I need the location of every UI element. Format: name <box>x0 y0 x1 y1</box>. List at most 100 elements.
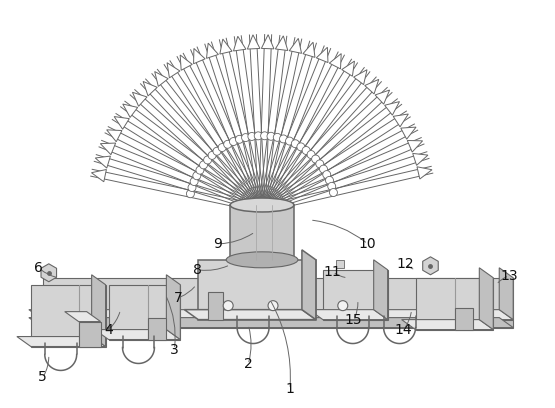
Bar <box>456 308 473 330</box>
Polygon shape <box>480 268 493 330</box>
Polygon shape <box>43 278 513 319</box>
Polygon shape <box>92 275 105 346</box>
Polygon shape <box>17 337 105 346</box>
Polygon shape <box>500 268 513 319</box>
Polygon shape <box>401 127 416 139</box>
Polygon shape <box>417 167 432 179</box>
Polygon shape <box>309 310 387 319</box>
Bar <box>208 292 223 319</box>
Ellipse shape <box>267 132 275 140</box>
Ellipse shape <box>297 143 305 151</box>
Text: 8: 8 <box>193 263 201 277</box>
Polygon shape <box>413 153 428 165</box>
Ellipse shape <box>204 156 211 164</box>
Text: 6: 6 <box>34 261 43 275</box>
Text: 3: 3 <box>170 342 179 357</box>
Text: 5: 5 <box>38 370 47 384</box>
Ellipse shape <box>186 190 194 198</box>
Ellipse shape <box>200 161 208 169</box>
Text: 9: 9 <box>213 237 221 251</box>
Polygon shape <box>393 114 408 127</box>
Polygon shape <box>114 117 129 129</box>
Ellipse shape <box>307 151 315 159</box>
Polygon shape <box>166 275 180 339</box>
Ellipse shape <box>325 176 334 184</box>
Polygon shape <box>220 39 232 54</box>
Polygon shape <box>198 260 316 319</box>
Polygon shape <box>92 169 107 182</box>
Ellipse shape <box>302 146 310 155</box>
Ellipse shape <box>230 198 294 212</box>
Ellipse shape <box>320 165 327 173</box>
Ellipse shape <box>226 252 298 268</box>
Ellipse shape <box>312 155 320 163</box>
Polygon shape <box>275 36 288 51</box>
Text: 4: 4 <box>104 323 113 337</box>
Ellipse shape <box>316 160 324 168</box>
Polygon shape <box>206 43 219 58</box>
Bar <box>230 205 294 260</box>
Bar <box>43 319 513 328</box>
Ellipse shape <box>323 171 331 179</box>
Ellipse shape <box>241 134 250 142</box>
Polygon shape <box>133 92 147 106</box>
Ellipse shape <box>218 144 226 151</box>
Polygon shape <box>342 61 355 76</box>
Polygon shape <box>385 102 400 115</box>
Circle shape <box>338 301 348 310</box>
Text: 14: 14 <box>395 323 412 337</box>
Polygon shape <box>184 310 316 319</box>
Polygon shape <box>303 42 315 58</box>
Polygon shape <box>29 310 513 319</box>
Polygon shape <box>31 285 105 346</box>
Polygon shape <box>374 260 387 319</box>
Polygon shape <box>65 312 100 322</box>
Ellipse shape <box>280 135 287 143</box>
Polygon shape <box>289 38 301 53</box>
Polygon shape <box>316 47 328 62</box>
Text: 1: 1 <box>285 382 294 396</box>
Ellipse shape <box>188 184 196 191</box>
Circle shape <box>223 301 233 310</box>
Polygon shape <box>365 80 379 94</box>
Ellipse shape <box>330 188 337 197</box>
Polygon shape <box>107 130 122 142</box>
Polygon shape <box>29 317 513 328</box>
Ellipse shape <box>285 137 294 145</box>
Polygon shape <box>234 36 246 51</box>
Bar <box>79 322 100 346</box>
Ellipse shape <box>261 132 269 140</box>
Ellipse shape <box>328 182 336 191</box>
Text: 12: 12 <box>397 257 415 271</box>
Text: 7: 7 <box>174 290 183 305</box>
Polygon shape <box>407 140 422 152</box>
Text: 2: 2 <box>244 357 253 371</box>
Ellipse shape <box>291 140 299 148</box>
Bar <box>148 317 166 339</box>
Polygon shape <box>95 156 110 168</box>
Polygon shape <box>94 330 180 339</box>
Polygon shape <box>100 143 115 155</box>
Polygon shape <box>194 49 205 64</box>
Ellipse shape <box>208 151 216 160</box>
Ellipse shape <box>254 132 262 140</box>
Polygon shape <box>302 250 316 319</box>
Polygon shape <box>143 82 157 96</box>
Ellipse shape <box>273 133 281 141</box>
Ellipse shape <box>193 172 201 180</box>
Text: 13: 13 <box>501 269 518 283</box>
Polygon shape <box>261 35 274 49</box>
Polygon shape <box>329 53 341 69</box>
Ellipse shape <box>224 140 231 148</box>
Ellipse shape <box>235 135 244 143</box>
Circle shape <box>268 301 278 310</box>
Ellipse shape <box>213 147 221 155</box>
Polygon shape <box>248 35 260 49</box>
Polygon shape <box>109 285 180 339</box>
Polygon shape <box>375 90 390 104</box>
Polygon shape <box>336 260 344 268</box>
Polygon shape <box>402 319 493 330</box>
Ellipse shape <box>248 133 256 140</box>
Polygon shape <box>155 71 168 86</box>
Polygon shape <box>354 70 367 84</box>
